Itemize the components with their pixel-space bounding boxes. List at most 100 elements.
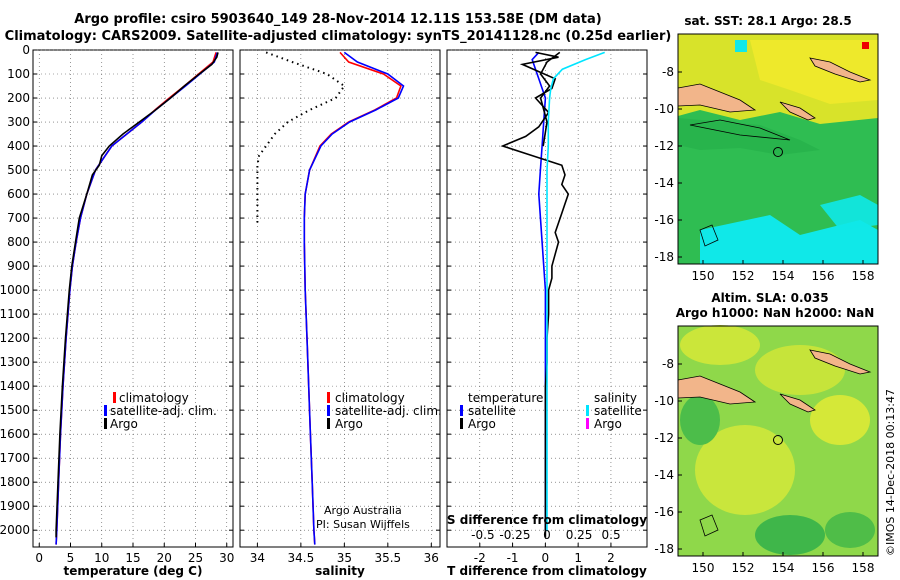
y-tick-label: 900 bbox=[7, 259, 30, 273]
map-x-tick-label: 152 bbox=[732, 269, 755, 283]
y-tick-label: 2000 bbox=[0, 523, 30, 537]
legend-argo-swatch bbox=[104, 418, 107, 429]
map-x-tick-label: 156 bbox=[812, 561, 835, 575]
note-pi: PI: Susan Wijffels bbox=[316, 518, 410, 531]
y-tick-label: 500 bbox=[7, 163, 30, 177]
legend-salinity-title: salinity bbox=[594, 391, 637, 405]
y-tick-label: 400 bbox=[7, 139, 30, 153]
x-tick-label: 30 bbox=[219, 551, 234, 565]
map-bottom bbox=[677, 325, 879, 557]
map-y-tick-label: -16 bbox=[654, 213, 674, 227]
y-tick-label: 700 bbox=[7, 211, 30, 225]
map-bottom-low-sla bbox=[755, 515, 825, 555]
map-top-frame bbox=[677, 33, 879, 265]
series-line-difference-t-satellite bbox=[531, 51, 547, 531]
x-tick-label: 5 bbox=[67, 551, 75, 565]
tick-layer: 0100200300400500600700800900100011001200… bbox=[0, 43, 647, 565]
x-tick-label: 10 bbox=[94, 551, 109, 565]
map-bottom-land-islands bbox=[809, 349, 872, 375]
map-top bbox=[677, 33, 879, 265]
y-tick-label: 1200 bbox=[0, 331, 30, 345]
x-tick-label: 1 bbox=[574, 551, 582, 565]
legend-sal-argo-label: Argo bbox=[335, 417, 363, 431]
x-tick-label: 2 bbox=[607, 551, 615, 565]
map-top-reef-2 bbox=[699, 224, 719, 247]
map-bottom-land-islands-2 bbox=[779, 393, 816, 413]
map-bottom-high-sla-2 bbox=[755, 345, 845, 395]
s-diff-tick-label: 0.5 bbox=[602, 528, 621, 542]
x-tick-label: 35.5 bbox=[374, 551, 401, 565]
map-x-tick-label: 154 bbox=[772, 269, 795, 283]
x-tick-label: 0 bbox=[35, 551, 43, 565]
map-bottom-high-sla bbox=[680, 325, 760, 365]
s-diff-tick-label: -0.25 bbox=[499, 528, 530, 542]
legend-t-satellite-label: satellite bbox=[468, 404, 516, 418]
map-bottom-title-2: Argo h1000: NaN h2000: NaN bbox=[676, 306, 875, 320]
map-x-tick-label: 154 bbox=[772, 561, 795, 575]
legend-t-argo-label: Argo bbox=[468, 417, 496, 431]
map-y-tick-label: -8 bbox=[662, 357, 674, 371]
map-top-reef bbox=[689, 119, 791, 141]
legend-satellite-label: satellite-adj. clim. bbox=[110, 404, 217, 418]
credit-text: ©IMOS 14-Dec-2018 00:13:47 bbox=[884, 389, 897, 556]
y-tick-label: 1000 bbox=[0, 283, 30, 297]
x-tick-label: 25 bbox=[188, 551, 203, 565]
legend-argo-label: Argo bbox=[110, 417, 138, 431]
legend-t-satellite-swatch bbox=[460, 405, 463, 416]
map-y-tick-label: -10 bbox=[654, 102, 674, 116]
map-top-cold-region-2 bbox=[820, 195, 878, 230]
legend-s-satellite-label: satellite bbox=[594, 404, 642, 418]
map-y-tick-label: -18 bbox=[654, 542, 674, 556]
map-bottom-title-1: Altim. SLA: 0.035 bbox=[711, 291, 828, 305]
map-top-hot-region bbox=[750, 40, 878, 104]
map-tick-layer: 150 152 154 156 158 -8 -10 -12 -14 -16 -18 150 152 15… bbox=[654, 65, 874, 575]
legend-satellite-swatch bbox=[104, 405, 107, 416]
map-y-tick-label: -18 bbox=[654, 250, 674, 264]
map-bottom-high-sla-3 bbox=[810, 395, 870, 445]
y-tick-label: 1100 bbox=[0, 307, 30, 321]
legend-sal-satellite-swatch bbox=[327, 405, 330, 416]
series-line-temperature-argo bbox=[55, 52, 219, 538]
y-tick-label: 1300 bbox=[0, 355, 30, 369]
map-y-tick-label: -12 bbox=[654, 139, 674, 153]
x-tick-label: -2 bbox=[474, 551, 486, 565]
y-tick-label: 1400 bbox=[0, 379, 30, 393]
chart-title-line1: Argo profile: csiro 5903640_149 28-Nov-2… bbox=[74, 12, 602, 27]
x-tick-label: 35 bbox=[337, 551, 352, 565]
map-top-title: sat. SST: 28.1 Argo: 28.5 bbox=[684, 14, 851, 28]
series-line-difference-t-argo bbox=[500, 51, 570, 538]
legend-sal-argo-swatch bbox=[327, 418, 330, 429]
chart-title-line2: Climatology: CARS2009. Satellite-adjuste… bbox=[4, 29, 672, 44]
map-bottom-argo-marker bbox=[773, 435, 783, 445]
note-argo-australia: Argo Australia bbox=[324, 504, 402, 517]
map-y-tick-label: -10 bbox=[654, 394, 674, 408]
map-top-midband bbox=[678, 118, 820, 155]
series-line-difference-s-argo bbox=[539, 51, 561, 147]
x-tick-label: 20 bbox=[157, 551, 172, 565]
legend-s-argo-swatch bbox=[586, 418, 589, 429]
salinity-xlabel: salinity bbox=[315, 564, 365, 578]
map-bottom-frame bbox=[677, 325, 879, 557]
legend-climatology-swatch bbox=[113, 392, 116, 403]
y-tick-label: 1900 bbox=[0, 499, 30, 513]
map-x-tick-label: 150 bbox=[692, 269, 715, 283]
legend-sal-satellite-label: satellite-adj. clim. bbox=[335, 404, 442, 418]
salinity-panel bbox=[239, 49, 441, 548]
map-top-argo-marker bbox=[773, 147, 783, 157]
legend-sal-climatology-label: climatology bbox=[335, 391, 405, 405]
y-tick-label: 800 bbox=[7, 235, 30, 249]
x-tick-label: 34 bbox=[250, 551, 265, 565]
x-tick-label: 36 bbox=[424, 551, 439, 565]
map-top-cold-region bbox=[700, 215, 878, 264]
y-tick-label: 1800 bbox=[0, 475, 30, 489]
map-bottom-land-png bbox=[677, 375, 757, 405]
x-tick-label: 15 bbox=[125, 551, 140, 565]
x-tick-label: 0 bbox=[542, 551, 550, 565]
series-layer bbox=[55, 51, 605, 545]
y-tick-label: 1700 bbox=[0, 451, 30, 465]
map-bottom-high-sla-4 bbox=[695, 425, 795, 515]
series-line-salinity-satellite-adj--clim- bbox=[303, 51, 405, 545]
y-tick-label: 1600 bbox=[0, 427, 30, 441]
map-top-land-islands-2 bbox=[779, 101, 816, 121]
map-x-tick-label: 158 bbox=[852, 561, 875, 575]
